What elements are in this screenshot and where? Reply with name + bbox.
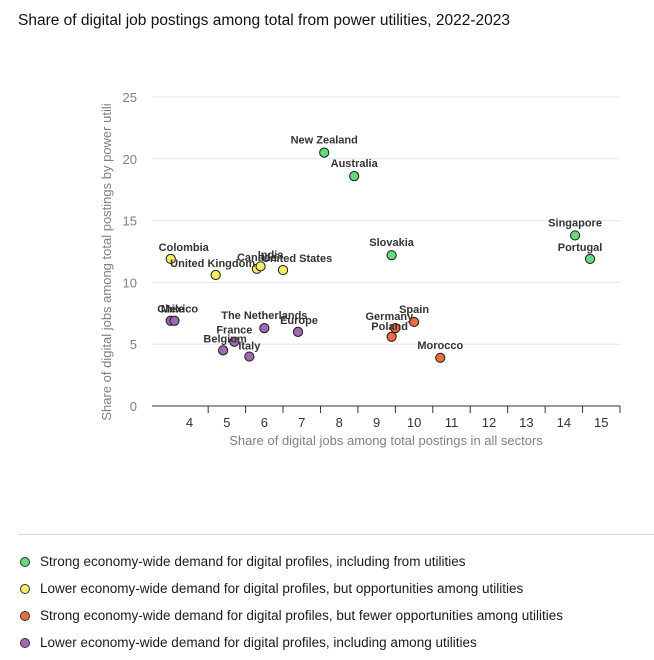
legend-item: Strong economy-wide demand for digital p… (20, 602, 563, 629)
label-belgium: Belgium (203, 333, 247, 345)
label-chile: Chile (157, 304, 184, 316)
point-slovakia (386, 250, 397, 261)
label-united-kingdom: United Kingdom (170, 258, 255, 270)
label-italy: Italy (238, 341, 261, 353)
point-portugal (584, 253, 596, 265)
point-europe (292, 326, 304, 337)
point-united-states (277, 264, 289, 276)
y-axis: 0 5 10 15 20 25 (123, 90, 137, 414)
legend-swatch (20, 637, 30, 648)
y-tick-label: 20 (123, 152, 137, 167)
y-tick-label: 10 (123, 275, 137, 290)
label-new-zealand: New Zealand (291, 135, 358, 147)
y-tick-label: 25 (123, 90, 137, 105)
legend-divider (18, 534, 654, 535)
x-tick-label: 5 (223, 415, 230, 430)
x-tick-label: 12 (482, 415, 496, 430)
legend: Strong economy-wide demand for digital p… (20, 548, 563, 656)
x-axis-title: Share of digital jobs among total postin… (229, 433, 543, 448)
legend-label: Strong economy-wide demand for digital p… (40, 608, 564, 623)
x-tick-label: 4 (186, 415, 193, 430)
point-singapore (569, 230, 581, 241)
label-germany: Germany (366, 311, 415, 323)
point-germany (390, 323, 401, 334)
x-tick-label: 7 (298, 415, 305, 430)
point-poland (386, 331, 397, 342)
point-morocco (435, 352, 446, 363)
point-spain (408, 316, 420, 328)
grid-lines (152, 96, 620, 345)
x-tick-label: 8 (336, 415, 343, 430)
point-italy (244, 351, 255, 362)
label-portugal: Portugal (558, 242, 603, 254)
label-poland: Poland (371, 321, 408, 333)
y-tick-label: 5 (130, 337, 137, 352)
x-tick-label: 10 (407, 415, 421, 430)
point-the-netherlands (259, 323, 270, 334)
label-canada: Canada (237, 252, 278, 264)
data-points (165, 147, 596, 363)
point-new-zealand (319, 147, 330, 158)
label-morocco: Morocco (417, 340, 463, 352)
x-tick-label: 6 (261, 415, 268, 430)
label-europe: Europe (280, 315, 318, 327)
label-united-states: United States (262, 253, 332, 265)
legend-label: Lower economy-wide demand for digital pr… (40, 581, 524, 596)
legend-item: Strong economy-wide demand for digital p… (20, 548, 563, 575)
point-australia (349, 171, 360, 182)
x-tick-label: 11 (445, 415, 459, 430)
x-tick-label: 15 (594, 415, 608, 430)
point-labels: New Zealand Australia Singapore Portugal Slo… (157, 135, 602, 353)
legend-label: Lower economy-wide demand for digital pr… (40, 635, 477, 650)
legend-swatch (20, 583, 30, 594)
label-spain: Spain (399, 304, 429, 316)
y-axis-title: Share of digital jobs among total postin… (99, 103, 114, 420)
chart-title: Share of digital job postings among tota… (18, 12, 510, 29)
scatter-chart: 0 5 10 15 20 25 4 5 6 7 8 9 10 11 12 13 14 15 Share of d… (99, 90, 621, 448)
x-tick-label: 13 (519, 415, 533, 430)
legend-item: Lower economy-wide demand for digital pr… (20, 629, 563, 656)
point-united-kingdom (210, 269, 221, 281)
label-colombia: Colombia (159, 242, 210, 254)
point-mexico (169, 315, 180, 326)
point-india (255, 261, 266, 272)
label-india: India (258, 249, 285, 261)
label-france: France (216, 325, 252, 337)
x-tick-label: 9 (373, 415, 380, 430)
point-belgium (218, 345, 229, 356)
y-tick-label: 0 (130, 399, 137, 414)
legend-swatch (20, 610, 30, 621)
label-australia: Australia (331, 158, 379, 170)
point-france (229, 336, 240, 347)
y-tick-label: 15 (123, 214, 137, 229)
x-axis: 4 5 6 7 8 9 10 11 12 13 14 15 (152, 405, 621, 430)
label-the-netherlands: The Netherlands (221, 310, 307, 322)
legend-swatch (20, 556, 30, 567)
legend-item: Lower economy-wide demand for digital pr… (20, 575, 563, 602)
point-colombia (165, 253, 176, 265)
label-mexico: Mexico (161, 304, 199, 316)
label-slovakia: Slovakia (369, 237, 415, 249)
label-singapore: Singapore (548, 217, 602, 229)
legend-label: Strong economy-wide demand for digital p… (40, 554, 466, 569)
x-tick-label: 14 (557, 415, 571, 430)
